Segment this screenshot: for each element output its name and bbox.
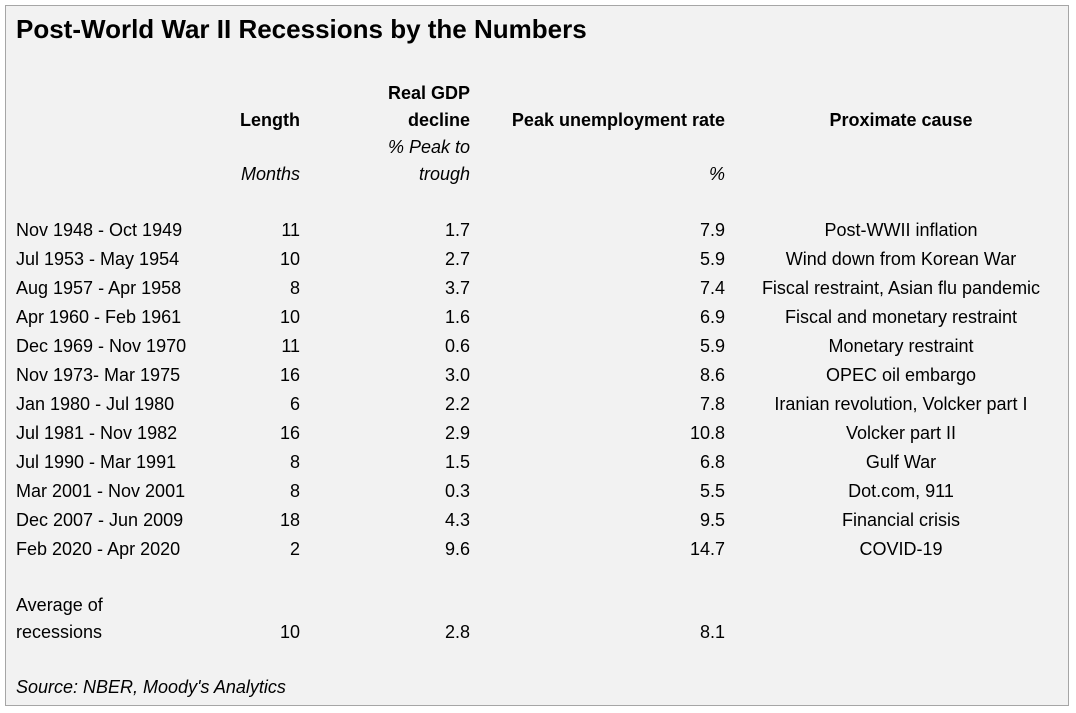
unemployment-cell: 5.5	[699, 481, 725, 501]
header-gdp-line1: Real GDP	[387, 83, 470, 103]
cause-cell: Monetary restraint	[828, 336, 974, 356]
period-cell: Feb 2020 - Apr 2020	[16, 539, 181, 559]
header-gdp-line2: decline	[407, 110, 470, 130]
gdp-cell: 1.6	[444, 307, 470, 327]
period-cell: Dec 2007 - Jun 2009	[16, 510, 184, 530]
cause-cell: Gulf War	[865, 452, 937, 472]
period-cell: Apr 1960 - Feb 1961	[16, 307, 182, 327]
gdp-cell: 4.3	[444, 510, 470, 530]
unemployment-cell: 7.8	[699, 394, 725, 414]
period-cell: Nov 1948 - Oct 1949	[16, 220, 183, 240]
page-title: Post-World War II Recessions by the Numb…	[16, 14, 587, 44]
unemployment-cell: 14.7	[689, 539, 725, 559]
unit-length: Months	[240, 164, 300, 184]
unemployment-cell: 10.8	[689, 423, 725, 443]
cause-cell: Fiscal and monetary restraint	[784, 307, 1018, 327]
period-cell: Jul 1953 - May 1954	[16, 249, 180, 269]
cause-cell: OPEC oil embargo	[825, 365, 977, 385]
period-cell: Jul 1981 - Nov 1982	[16, 423, 178, 443]
header-cause: Proximate cause	[829, 110, 973, 130]
gdp-cell: 0.6	[444, 336, 470, 356]
unit-gdp-line2: trough	[418, 164, 470, 184]
period-cell: Dec 1969 - Nov 1970	[16, 336, 187, 356]
gdp-cell: 3.7	[444, 278, 470, 298]
unit-unemployment: %	[708, 164, 725, 184]
gdp-cell: 2.2	[444, 394, 470, 414]
length-cell: 10	[279, 307, 300, 327]
length-cell: 8	[289, 452, 300, 472]
header-unemployment: Peak unemployment rate	[511, 110, 725, 130]
unemployment-cell: 5.9	[699, 336, 725, 356]
period-cell: Nov 1973- Mar 1975	[16, 365, 181, 385]
length-cell: 8	[289, 481, 300, 501]
average-length: 10	[279, 622, 300, 642]
average-gdp: 2.8	[444, 622, 470, 642]
gdp-cell: 2.9	[444, 423, 470, 443]
gdp-cell: 1.5	[444, 452, 470, 472]
cause-cell: Iranian revolution, Volcker part I	[774, 394, 1028, 414]
gdp-cell: 2.7	[444, 249, 470, 269]
length-cell: 11	[281, 220, 300, 240]
period-cell: Jul 1990 - Mar 1991	[16, 452, 177, 472]
cause-cell: COVID-19	[859, 539, 943, 559]
period-cell: Aug 1957 - Apr 1958	[16, 278, 182, 298]
unemployment-cell: 5.9	[699, 249, 725, 269]
header-length: Length	[240, 110, 300, 130]
period-cell: Mar 2001 - Nov 2001	[16, 481, 186, 501]
gdp-cell: 1.7	[444, 220, 470, 240]
length-cell: 16	[279, 365, 300, 385]
gdp-cell: 0.3	[444, 481, 470, 501]
average-unemployment: 8.1	[699, 622, 725, 642]
unemployment-cell: 7.9	[699, 220, 725, 240]
length-cell: 18	[279, 510, 300, 530]
gdp-cell: 3.0	[444, 365, 470, 385]
cause-cell: Wind down from Korean War	[785, 249, 1017, 269]
average-label-line1: Average of	[16, 595, 103, 615]
unemployment-cell: 9.5	[699, 510, 725, 530]
length-cell: 8	[289, 278, 300, 298]
cause-cell: Dot.com, 911	[848, 481, 954, 501]
unemployment-cell: 6.9	[699, 307, 725, 327]
cause-cell: Fiscal restraint, Asian flu pandemic	[761, 278, 1041, 298]
length-cell: 2	[289, 539, 300, 559]
unit-gdp-line1: % Peak to	[387, 137, 470, 157]
length-cell: 6	[289, 394, 300, 414]
source-note: Source: NBER, Moody's Analytics	[16, 677, 286, 697]
cause-cell: Financial crisis	[841, 510, 961, 530]
length-cell: 10	[279, 249, 300, 269]
unemployment-cell: 7.4	[699, 278, 725, 298]
recessions-table-panel: Post-World War II Recessions by the Numb…	[5, 5, 1069, 706]
average-label-line2: recessions	[16, 622, 103, 642]
length-cell: 11	[281, 336, 300, 356]
period-cell: Jan 1980 - Jul 1980	[16, 394, 175, 414]
unemployment-cell: 8.6	[699, 365, 725, 385]
gdp-cell: 9.6	[444, 539, 470, 559]
unemployment-cell: 6.8	[699, 452, 725, 472]
cause-cell: Post-WWII inflation	[824, 220, 978, 240]
cause-cell: Volcker part II	[845, 423, 957, 443]
length-cell: 16	[279, 423, 300, 443]
